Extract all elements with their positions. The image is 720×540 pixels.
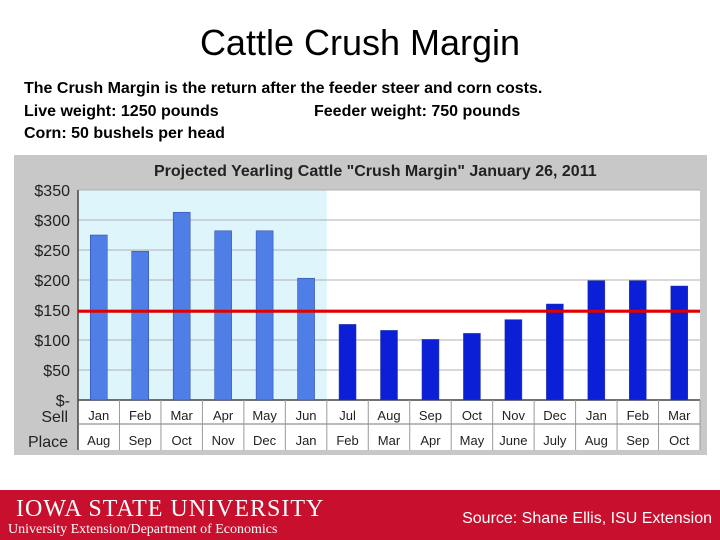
sell-month-label: Mar — [668, 408, 691, 423]
sell-month-label: Apr — [213, 408, 234, 423]
y-tick-label: $350 — [34, 183, 70, 200]
place-month-label: Oct — [669, 433, 690, 448]
bar — [463, 333, 481, 401]
sell-month-label: May — [252, 408, 277, 423]
y-tick-label: $100 — [34, 333, 70, 350]
feeder-weight-text: Feeder weight: 750 pounds — [314, 103, 521, 120]
sell-month-label: Jan — [88, 408, 109, 423]
chart-title: Projected Yearling Cattle "Crush Margin"… — [154, 163, 597, 180]
y-tick-label: $150 — [34, 303, 70, 320]
bar — [172, 211, 191, 401]
university-logo-text: IOWA STATE UNIVERSITY — [16, 496, 325, 522]
y-tick-label: $- — [56, 393, 70, 410]
y-tick-label: $300 — [34, 213, 70, 230]
bar — [131, 250, 149, 401]
bar — [587, 280, 606, 401]
place-month-label: Aug — [585, 433, 608, 448]
live-weight-text: Live weight: 1250 pounds — [24, 103, 219, 120]
sell-month-label: Dec — [543, 408, 567, 423]
sell-month-label: Jul — [339, 408, 356, 423]
bar — [297, 277, 315, 401]
bar — [255, 230, 274, 401]
place-month-label: Feb — [336, 433, 358, 448]
place-month-label: Sep — [626, 433, 649, 448]
y-tick-label: $50 — [43, 363, 70, 380]
bar — [214, 230, 232, 401]
corn-text: Corn: 50 bushels per head — [24, 125, 225, 142]
y-tick-label: $200 — [34, 273, 70, 290]
place-month-label: Sep — [129, 433, 152, 448]
department-text: University Extension/Department of Econo… — [8, 522, 278, 537]
place-month-label: Mar — [378, 433, 401, 448]
place-month-label: Apr — [420, 433, 441, 448]
place-month-label: June — [499, 433, 527, 448]
sell-month-label: Oct — [462, 408, 483, 423]
sell-month-label: Jan — [586, 408, 607, 423]
bar — [670, 285, 689, 401]
place-month-label: July — [543, 433, 567, 448]
sell-month-label: Nov — [502, 408, 526, 423]
bar — [504, 319, 523, 401]
sell-month-label: Sep — [419, 408, 442, 423]
place-month-label: Jan — [296, 433, 317, 448]
sell-month-label: Jun — [296, 408, 317, 423]
y-tick-label: $250 — [34, 243, 70, 260]
bar — [629, 280, 647, 401]
category-label-area — [78, 400, 700, 450]
sell-month-label: Feb — [129, 408, 151, 423]
bar — [546, 303, 564, 401]
sell-month-label: Mar — [170, 408, 193, 423]
bar — [380, 330, 398, 401]
bar — [89, 234, 108, 401]
bar — [338, 324, 357, 401]
place-month-label: Dec — [253, 433, 277, 448]
place-month-label: May — [460, 433, 485, 448]
row-label-place: Place — [28, 434, 68, 451]
description-line-1: The Crush Margin is the return after the… — [24, 80, 543, 97]
slide-title: Cattle Crush Margin — [199, 22, 521, 63]
row-label-sell: Sell — [41, 409, 68, 426]
bar — [421, 339, 440, 401]
footer-bar — [0, 490, 720, 540]
place-month-label: Nov — [212, 433, 236, 448]
source-text: Source: Shane Ellis, ISU Extension — [462, 510, 712, 527]
highlight-region — [78, 190, 327, 400]
place-month-label: Aug — [87, 433, 110, 448]
sell-month-label: Aug — [377, 408, 400, 423]
place-month-label: Oct — [172, 433, 193, 448]
sell-month-label: Feb — [627, 408, 649, 423]
